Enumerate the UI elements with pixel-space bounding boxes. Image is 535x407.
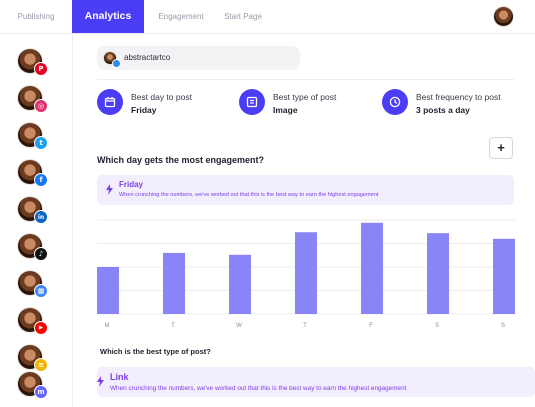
chart-bar[interactable] bbox=[163, 252, 185, 314]
chart-tick-label: M bbox=[105, 323, 110, 329]
channel-pinterest[interactable]: P bbox=[18, 49, 48, 79]
channel-sidebar: P ◎ t f in ♪ ▦ ▶ ≡ m bbox=[0, 34, 73, 407]
chart-tick-label: F bbox=[369, 323, 373, 329]
post-type-section-title: Which is the best type of post? bbox=[100, 347, 211, 356]
startpage-icon: ≡ bbox=[34, 358, 48, 372]
channel-tiktok[interactable]: ♪ bbox=[18, 234, 48, 264]
image-post-icon bbox=[239, 89, 265, 115]
top-navigation: Publishing Analytics Engagement Start Pa… bbox=[0, 0, 535, 34]
channel-twitter[interactable]: t bbox=[18, 123, 48, 153]
calendar-icon bbox=[97, 89, 123, 115]
lightning-icon bbox=[97, 376, 104, 387]
chart-tick-label: T bbox=[171, 323, 175, 329]
twitter-icon: t bbox=[34, 136, 48, 150]
channel-youtube[interactable]: ▶ bbox=[18, 308, 48, 338]
linkedin-icon: in bbox=[34, 210, 48, 224]
chart-bar[interactable] bbox=[361, 222, 383, 314]
chart-bar[interactable] bbox=[493, 238, 515, 314]
stat-label: Best frequency to post bbox=[416, 92, 501, 102]
chart-tick-label: S bbox=[501, 323, 505, 329]
youtube-icon: ▶ bbox=[34, 321, 48, 335]
chart-bar[interactable] bbox=[295, 232, 317, 314]
chart-tick-label: S bbox=[435, 323, 439, 329]
stat-label: Best type of post bbox=[273, 92, 337, 102]
facebook-icon: f bbox=[34, 173, 48, 187]
pinterest-icon: P bbox=[34, 62, 48, 76]
account-selector[interactable]: abstractartco bbox=[97, 46, 300, 70]
channel-google-business[interactable]: ▦ bbox=[18, 271, 48, 301]
tiktok-icon: ♪ bbox=[34, 247, 48, 261]
add-button[interactable]: + bbox=[489, 137, 513, 159]
chart-bar[interactable] bbox=[229, 254, 251, 314]
engagement-section-title: Which day gets the most engagement? bbox=[97, 155, 265, 165]
chart-bar[interactable] bbox=[97, 267, 119, 314]
post-type-insight: Link When crunching the numbers, we've w… bbox=[97, 367, 535, 397]
lightning-icon bbox=[106, 184, 113, 195]
channel-mastodon[interactable]: m bbox=[18, 372, 48, 402]
account-name: abstractartco bbox=[124, 53, 171, 62]
account-network-icon bbox=[112, 59, 121, 68]
insight-description: When crunching the numbers, we've worked… bbox=[110, 385, 407, 392]
google-business-icon: ▦ bbox=[34, 284, 48, 298]
channel-linkedin[interactable]: in bbox=[18, 197, 48, 227]
channel-facebook[interactable]: f bbox=[18, 160, 48, 190]
stat-value: Friday bbox=[131, 105, 157, 115]
stat-value: Image bbox=[273, 105, 298, 115]
tab-publishing[interactable]: Publishing bbox=[17, 12, 55, 21]
instagram-icon: ◎ bbox=[34, 99, 48, 113]
stat-value: 3 posts a day bbox=[416, 105, 470, 115]
chart-bar[interactable] bbox=[427, 233, 449, 314]
stat-label: Best day to post bbox=[131, 92, 192, 102]
insight-description: When crunching the numbers, we've worked… bbox=[119, 192, 379, 198]
insight-title: Link bbox=[110, 372, 129, 382]
engagement-insight: Friday When crunching the numbers, we've… bbox=[97, 175, 514, 205]
tab-start-page[interactable]: Start Page bbox=[224, 12, 262, 21]
chart-tick-label: W bbox=[236, 323, 242, 329]
tab-engagement[interactable]: Engagement bbox=[158, 12, 204, 21]
chart-tick-label: T bbox=[303, 323, 307, 329]
tab-analytics[interactable]: Analytics bbox=[72, 0, 144, 33]
user-avatar[interactable] bbox=[494, 7, 513, 26]
insight-title: Friday bbox=[119, 180, 144, 189]
divider bbox=[97, 79, 514, 80]
channel-startpage[interactable]: ≡ bbox=[18, 345, 48, 375]
clock-icon bbox=[382, 89, 408, 115]
mastodon-icon: m bbox=[34, 385, 48, 399]
channel-instagram[interactable]: ◎ bbox=[18, 86, 48, 116]
